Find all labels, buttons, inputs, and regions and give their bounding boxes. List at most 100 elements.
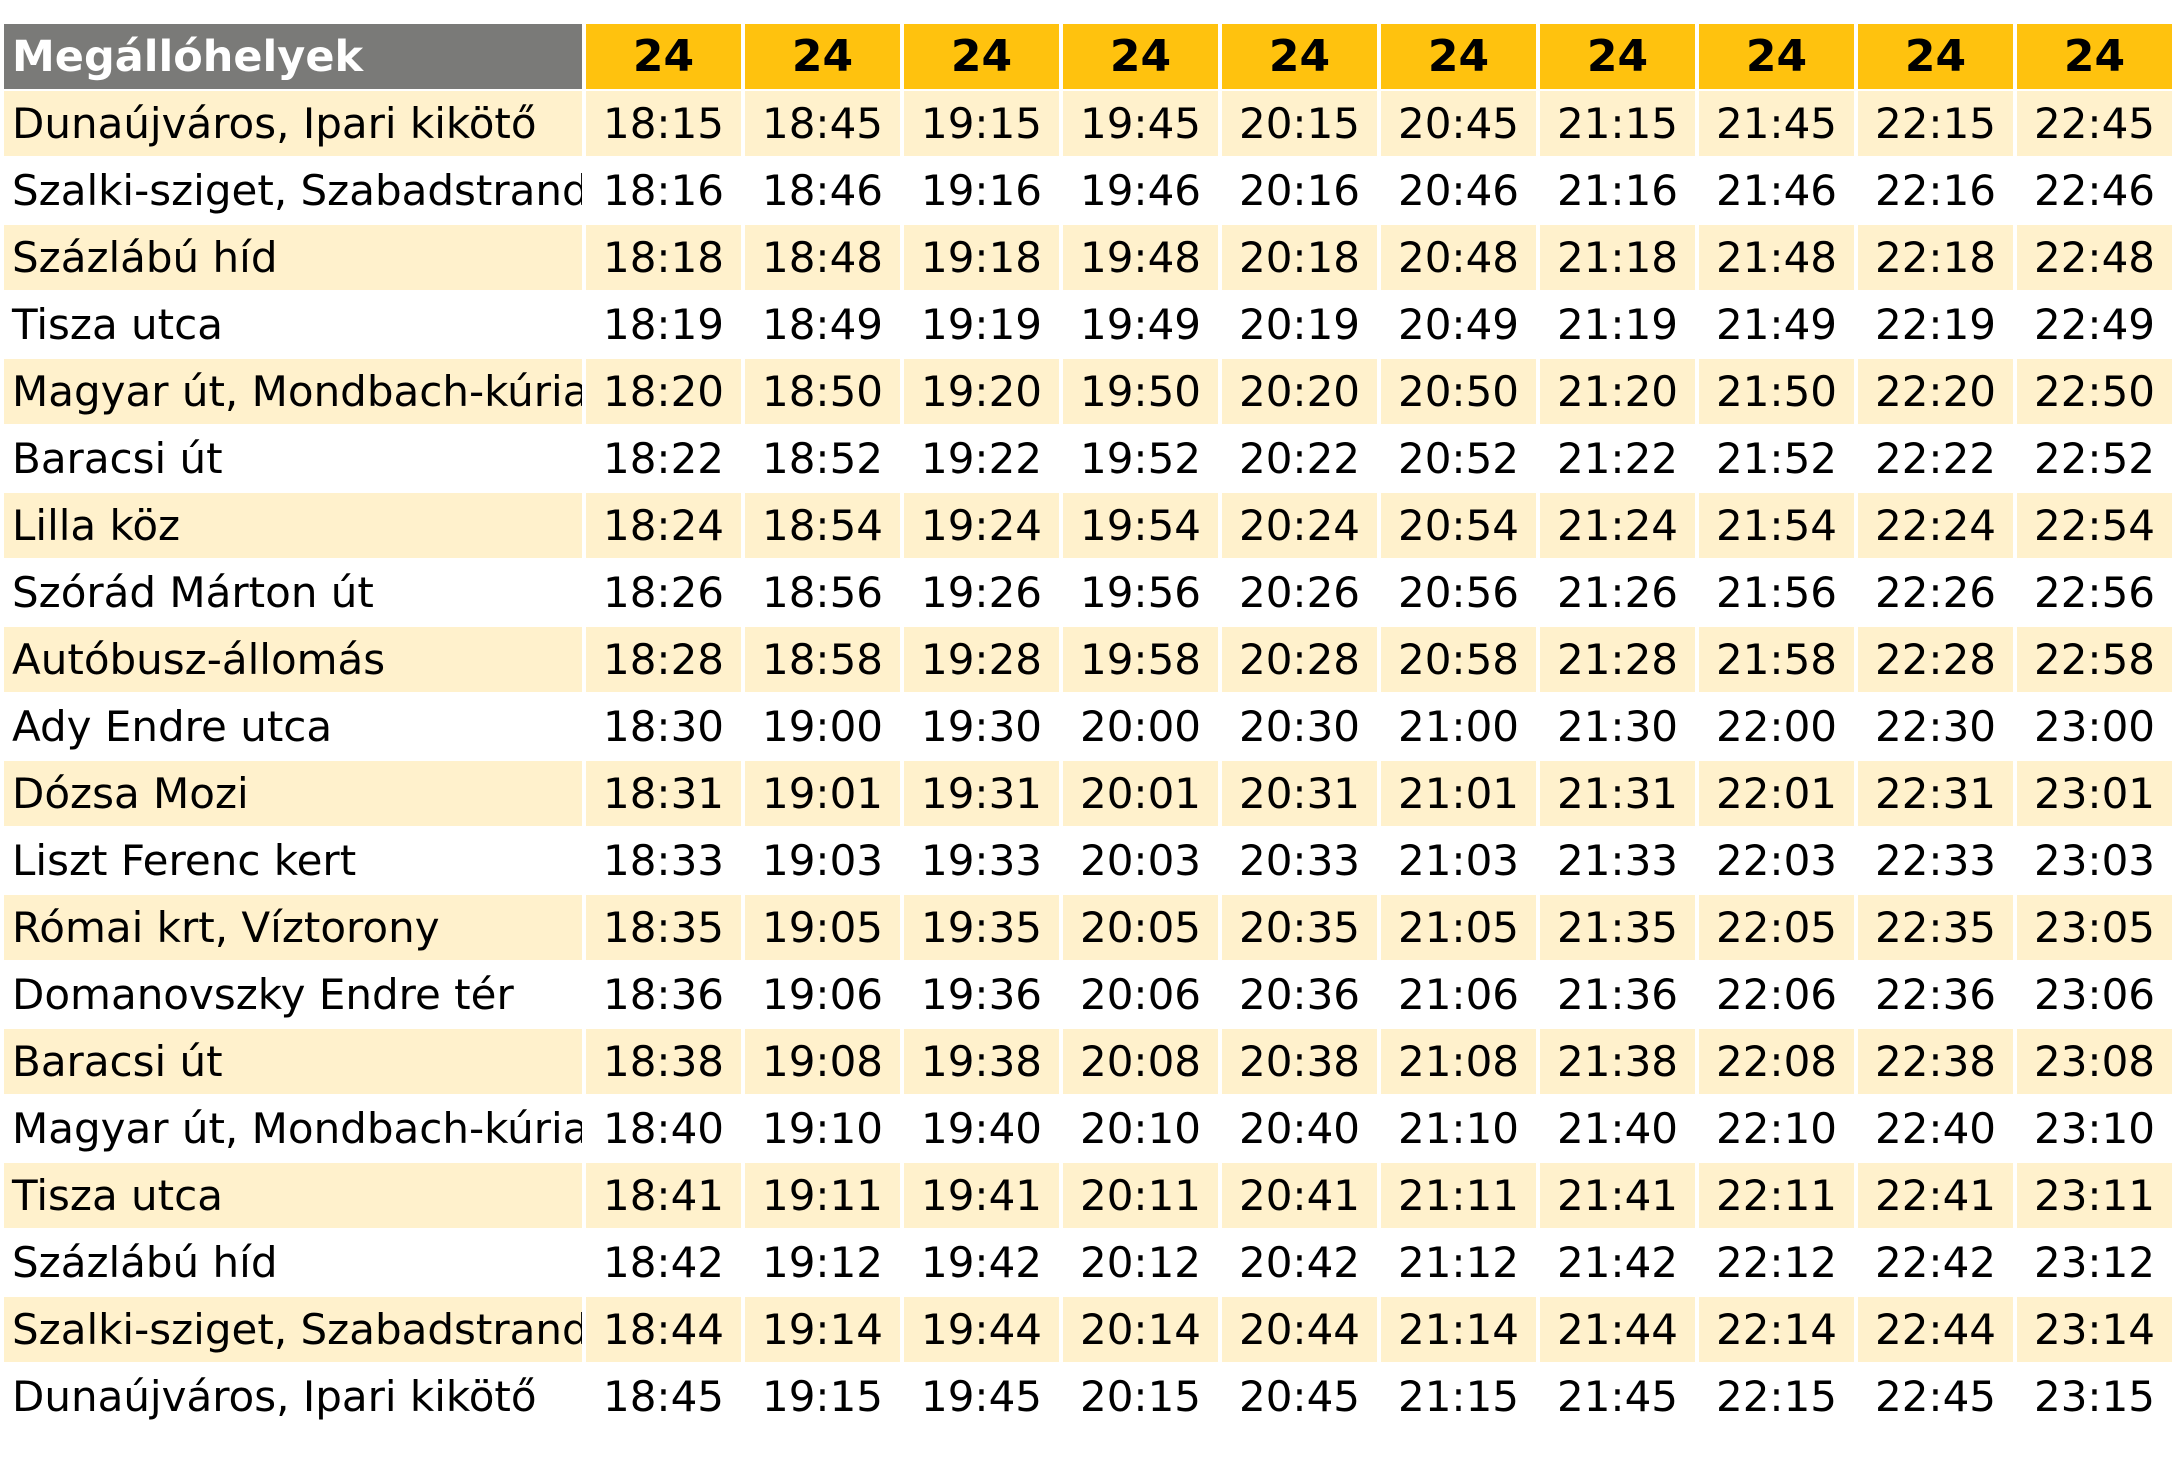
departure-time: 21:12 <box>1381 1230 1536 1295</box>
departure-time: 18:28 <box>586 627 741 692</box>
table-row: Magyar út, Mondbach-kúria 18:20 18:50 19:20… <box>4 359 2172 424</box>
departure-time: 21:20 <box>1540 359 1695 424</box>
departure-time: 23:06 <box>2017 962 2172 1027</box>
departure-time: 23:15 <box>2017 1364 2172 1429</box>
departure-time: 19:44 <box>904 1297 1059 1362</box>
departure-time: 18:15 <box>586 91 741 156</box>
departure-time: 19:42 <box>904 1230 1059 1295</box>
departure-time: 19:48 <box>1063 225 1218 290</box>
departure-time: 20:48 <box>1381 225 1536 290</box>
departure-time: 19:31 <box>904 761 1059 826</box>
departure-time: 23:03 <box>2017 828 2172 893</box>
departure-time: 19:05 <box>745 895 900 960</box>
departure-time: 21:22 <box>1540 426 1695 491</box>
departure-time: 23:11 <box>2017 1163 2172 1228</box>
departure-time: 21:45 <box>1699 91 1854 156</box>
departure-time: 21:30 <box>1540 694 1695 759</box>
departure-time: 22:44 <box>1858 1297 2013 1362</box>
table-row: Római krt, Víztorony 18:35 19:05 19:35 20:05… <box>4 895 2172 960</box>
departure-time: 19:22 <box>904 426 1059 491</box>
departure-time: 19:45 <box>904 1364 1059 1429</box>
departure-time: 19:41 <box>904 1163 1059 1228</box>
departure-time: 21:00 <box>1381 694 1536 759</box>
departure-time: 20:40 <box>1222 1096 1377 1161</box>
departure-time: 22:01 <box>1699 761 1854 826</box>
departure-time: 18:18 <box>586 225 741 290</box>
departure-time: 18:48 <box>745 225 900 290</box>
departure-time: 19:00 <box>745 694 900 759</box>
departure-time: 22:38 <box>1858 1029 2013 1094</box>
departure-time: 18:52 <box>745 426 900 491</box>
departure-time: 22:40 <box>1858 1096 2013 1161</box>
departure-time: 19:46 <box>1063 158 1218 223</box>
departure-time: 21:15 <box>1381 1364 1536 1429</box>
departure-time: 18:56 <box>745 560 900 625</box>
departure-time: 22:08 <box>1699 1029 1854 1094</box>
departure-time: 23:01 <box>2017 761 2172 826</box>
departure-time: 21:46 <box>1699 158 1854 223</box>
departure-time: 19:50 <box>1063 359 1218 424</box>
departure-time: 20:41 <box>1222 1163 1377 1228</box>
departure-time: 22:56 <box>2017 560 2172 625</box>
departure-time: 20:46 <box>1381 158 1536 223</box>
departure-time: 22:18 <box>1858 225 2013 290</box>
table-row: Tisza utca 18:41 19:11 19:41 20:11 20:41 21:11… <box>4 1163 2172 1228</box>
departure-time: 22:49 <box>2017 292 2172 357</box>
departure-time: 21:18 <box>1540 225 1695 290</box>
departure-time: 21:15 <box>1540 91 1695 156</box>
departure-time: 19:11 <box>745 1163 900 1228</box>
departure-time: 21:56 <box>1699 560 1854 625</box>
route-number-header: 24 <box>1699 24 1854 89</box>
departure-time: 22:19 <box>1858 292 2013 357</box>
departure-time: 22:00 <box>1699 694 1854 759</box>
departure-time: 20:58 <box>1381 627 1536 692</box>
departure-time: 22:22 <box>1858 426 2013 491</box>
departure-time: 21:41 <box>1540 1163 1695 1228</box>
departure-time: 22:41 <box>1858 1163 2013 1228</box>
departure-time: 22:15 <box>1858 91 2013 156</box>
departure-time: 19:10 <box>745 1096 900 1161</box>
departure-time: 21:36 <box>1540 962 1695 1027</box>
departure-time: 22:11 <box>1699 1163 1854 1228</box>
stop-name: Dunaújváros, Ipari kikötő <box>4 91 582 156</box>
route-number-header: 24 <box>1540 24 1695 89</box>
table-row: Liszt Ferenc kert 18:33 19:03 19:33 20:03 20:… <box>4 828 2172 893</box>
route-number-header: 24 <box>745 24 900 89</box>
table-row: Lilla köz 18:24 18:54 19:24 19:54 20:24 20:54 2… <box>4 493 2172 558</box>
departure-time: 19:58 <box>1063 627 1218 692</box>
departure-time: 19:20 <box>904 359 1059 424</box>
table-row: Százlábú híd 18:18 18:48 19:18 19:48 20:18 20:… <box>4 225 2172 290</box>
departure-time: 20:15 <box>1222 91 1377 156</box>
stop-name: Lilla köz <box>4 493 582 558</box>
departure-time: 20:31 <box>1222 761 1377 826</box>
stop-name: Tisza utca <box>4 1163 582 1228</box>
departure-time: 18:20 <box>586 359 741 424</box>
departure-time: 19:15 <box>745 1364 900 1429</box>
departure-time: 21:19 <box>1540 292 1695 357</box>
departure-time: 21:03 <box>1381 828 1536 893</box>
departure-time: 18:36 <box>586 962 741 1027</box>
departure-time: 22:12 <box>1699 1230 1854 1295</box>
departure-time: 22:30 <box>1858 694 2013 759</box>
departure-time: 23:12 <box>2017 1230 2172 1295</box>
departure-time: 23:05 <box>2017 895 2172 960</box>
table-row: Dózsa Mozi 18:31 19:01 19:31 20:01 20:31 21:01… <box>4 761 2172 826</box>
departure-time: 19:15 <box>904 91 1059 156</box>
table-row: Szalki-sziget, Szabadstrand 18:16 18:46 19:… <box>4 158 2172 223</box>
departure-time: 20:00 <box>1063 694 1218 759</box>
departure-time: 20:06 <box>1063 962 1218 1027</box>
departure-time: 21:38 <box>1540 1029 1695 1094</box>
route-number-header: 24 <box>586 24 741 89</box>
stop-name: Szalki-sziget, Szabadstrand <box>4 158 582 223</box>
departure-time: 21:08 <box>1381 1029 1536 1094</box>
departure-time: 19:16 <box>904 158 1059 223</box>
stop-name: Magyar út, Mondbach-kúria <box>4 1096 582 1161</box>
route-number-header: 24 <box>904 24 1059 89</box>
departure-time: 19:45 <box>1063 91 1218 156</box>
departure-time: 21:52 <box>1699 426 1854 491</box>
departure-time: 19:33 <box>904 828 1059 893</box>
departure-time: 20:10 <box>1063 1096 1218 1161</box>
departure-time: 22:10 <box>1699 1096 1854 1161</box>
stop-name: Baracsi út <box>4 1029 582 1094</box>
departure-time: 22:36 <box>1858 962 2013 1027</box>
